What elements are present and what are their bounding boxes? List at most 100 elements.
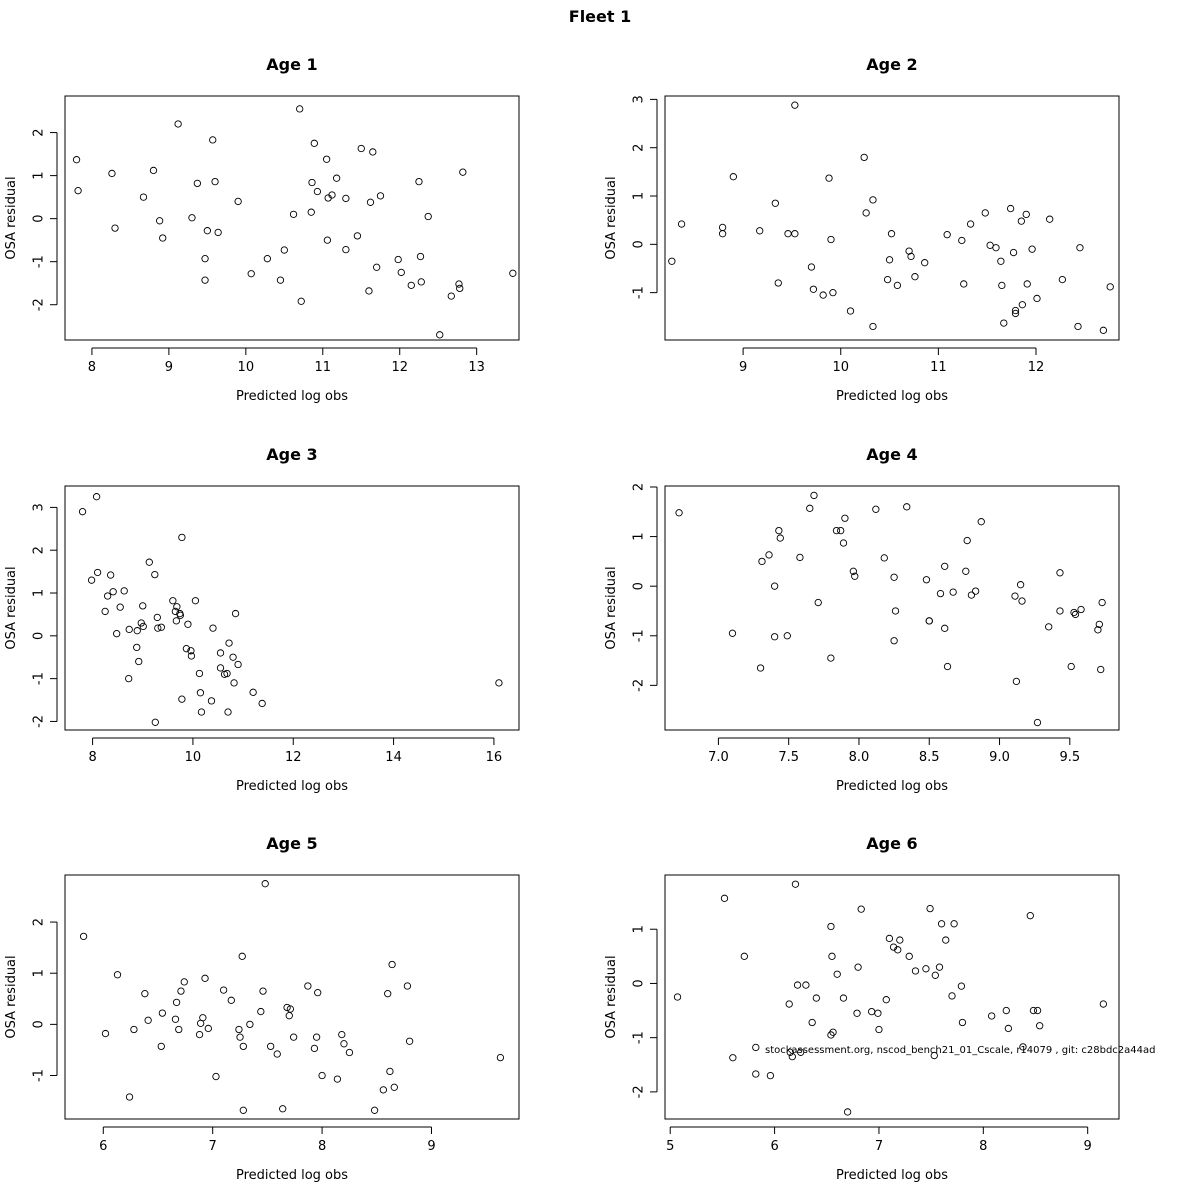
y-tick-label: 1 xyxy=(632,192,647,200)
x-tick-label: 12 xyxy=(1028,360,1045,375)
x-tick-label: 9 xyxy=(1084,1139,1092,1154)
data-point xyxy=(770,633,779,641)
y-tick-label: 3 xyxy=(32,503,47,511)
y-axis-label: OSA residual xyxy=(4,955,19,1038)
data-point xyxy=(125,625,133,634)
data-point xyxy=(849,567,857,575)
data-point xyxy=(1106,283,1114,291)
data-point xyxy=(157,1042,165,1051)
data-point xyxy=(1009,248,1018,257)
data-point xyxy=(837,526,845,535)
panel-age-6: Age 6 5 6 7 8 9 Predicted log obs -2 -1 0 1 OSA res… xyxy=(604,834,1120,1183)
data-point xyxy=(958,236,966,245)
data-point xyxy=(841,514,849,522)
data-point xyxy=(224,708,232,716)
data-point xyxy=(216,649,225,657)
data-point xyxy=(145,558,153,566)
footnote: stockassessment.org, nscod_bench21_01_Cs… xyxy=(765,1045,1155,1056)
y-axis-label: OSA residual xyxy=(604,566,619,649)
data-point xyxy=(151,570,159,579)
data-point xyxy=(1028,245,1036,253)
plot-frame xyxy=(64,874,520,1120)
data-point xyxy=(796,553,804,562)
data-point xyxy=(125,1093,134,1101)
data-point xyxy=(74,187,82,195)
data-point xyxy=(869,322,877,331)
data-point xyxy=(342,245,350,254)
plot-frame xyxy=(64,95,520,341)
data-point xyxy=(872,505,880,513)
data-point xyxy=(785,1000,793,1008)
data-point xyxy=(154,624,162,632)
x-tick-label: 14 xyxy=(385,750,402,765)
data-point xyxy=(971,587,980,595)
data-point xyxy=(942,936,950,944)
data-point xyxy=(880,554,888,562)
data-point xyxy=(819,291,827,299)
data-point xyxy=(1067,662,1075,671)
data-point xyxy=(874,1009,882,1017)
data-point xyxy=(345,1048,354,1057)
x-axis-label: Predicted log obs xyxy=(836,779,948,794)
data-point xyxy=(668,257,676,265)
data-point xyxy=(108,169,116,178)
data-point xyxy=(1018,301,1026,309)
y-tick-label: 1 xyxy=(632,925,647,933)
data-point xyxy=(998,281,1006,290)
data-point xyxy=(1004,1024,1013,1033)
data-point xyxy=(827,922,835,931)
data-point xyxy=(304,982,312,990)
data-point xyxy=(1070,608,1078,617)
data-point xyxy=(941,624,949,632)
data-point xyxy=(1077,605,1085,614)
x-tick-label: 6 xyxy=(770,1139,778,1154)
data-point xyxy=(139,602,147,610)
data-point xyxy=(211,177,219,186)
panel-title: Age 6 xyxy=(866,834,917,853)
data-point xyxy=(175,1025,183,1034)
data-point xyxy=(296,105,304,113)
x-tick-label: 5 xyxy=(666,1139,674,1154)
y-tick-label: -2 xyxy=(32,715,47,728)
data-point xyxy=(78,508,87,516)
data-point xyxy=(1058,275,1067,284)
data-point xyxy=(234,197,242,206)
data-point xyxy=(788,1052,796,1061)
data-point xyxy=(887,230,896,238)
data-point xyxy=(388,960,396,969)
data-point xyxy=(308,178,316,187)
data-point xyxy=(135,657,143,666)
data-point xyxy=(793,981,802,989)
y-axis-label: OSA residual xyxy=(4,566,19,649)
y-tick-label: -1 xyxy=(632,286,647,299)
x-tick-label: 7.5 xyxy=(778,750,799,765)
data-point xyxy=(239,1042,247,1051)
x-tick-label: 8 xyxy=(318,1139,326,1154)
data-point xyxy=(153,613,161,622)
x-axis-label: Predicted log obs xyxy=(236,779,348,794)
data-point xyxy=(756,227,764,235)
data-point xyxy=(201,974,209,982)
data-point xyxy=(935,963,944,971)
data-point xyxy=(677,220,686,228)
data-point xyxy=(322,155,331,163)
x-axis-label: Predicted log obs xyxy=(236,1168,348,1183)
data-point xyxy=(259,987,267,995)
data-point xyxy=(839,539,848,547)
data-point xyxy=(120,587,128,595)
data-point xyxy=(209,624,217,632)
data-point xyxy=(1097,665,1105,674)
data-point xyxy=(403,982,412,990)
data-point xyxy=(943,231,951,239)
data-point xyxy=(113,630,121,638)
data-point xyxy=(93,568,102,577)
x-axis-label: Predicted log obs xyxy=(836,1168,948,1183)
data-point xyxy=(285,1012,293,1020)
data-point xyxy=(988,1012,996,1020)
data-point xyxy=(936,589,945,598)
data-point xyxy=(1022,210,1030,219)
data-point xyxy=(257,1007,265,1016)
data-point xyxy=(783,632,791,640)
data-point xyxy=(169,597,177,605)
data-point xyxy=(338,1030,346,1039)
